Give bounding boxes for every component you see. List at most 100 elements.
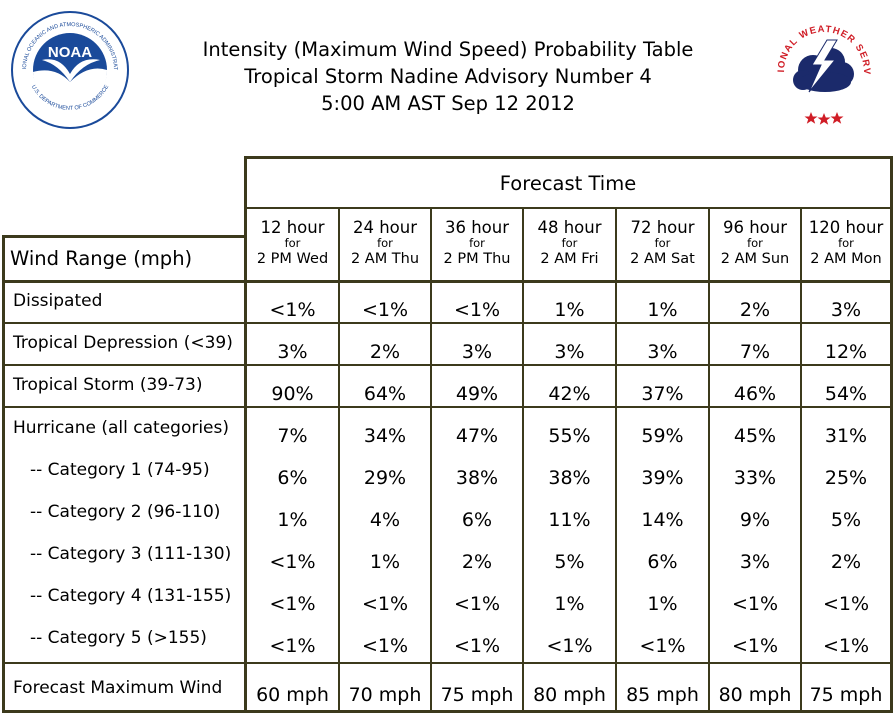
max-wind-cell: 85 mph <box>626 684 699 706</box>
probability-cell: 2% <box>369 341 401 363</box>
noaa-logo: NOAA NATIONAL OCEANIC AND ATMOSPHERIC AD… <box>10 10 129 129</box>
title-line-2: Tropical Storm Nadine Advisory Number 4 <box>244 65 652 88</box>
max-wind-cell: 75 mph <box>809 684 883 706</box>
title-line-3: 5:00 AM AST Sep 12 2012 <box>321 92 575 115</box>
forecast-column-header: 36 hour for 2 PM Thu <box>432 209 522 280</box>
table-left-border <box>2 235 5 713</box>
probability-cell: 29% <box>363 467 407 489</box>
probability-cell: <1% <box>453 299 501 321</box>
probability-cell: 7% <box>739 341 771 363</box>
column-divider <box>522 207 524 713</box>
probability-cell: 1% <box>554 299 585 321</box>
forecast-for-label: for <box>469 236 485 250</box>
category-row-label: -- Category 2 (96-110) <box>30 502 221 522</box>
column-divider <box>800 207 802 713</box>
forecast-day-label: 2 AM Sat <box>630 251 695 267</box>
probability-cell: <1% <box>269 593 316 615</box>
probability-cell: 1% <box>647 299 678 321</box>
probability-cell: <1% <box>453 593 501 615</box>
probability-cell: <1% <box>639 635 686 657</box>
probability-cell: 3% <box>647 341 678 363</box>
probability-cell: 34% <box>363 425 407 447</box>
probability-cell: 33% <box>733 467 777 489</box>
forecast-for-label: for <box>561 236 578 250</box>
probability-cell: 54% <box>824 383 868 405</box>
max-wind-cell: 80 mph <box>533 684 606 706</box>
title-line-1: Intensity (Maximum Wind Speed) Probabili… <box>202 38 694 61</box>
probability-cell: <1% <box>269 299 316 321</box>
column-divider <box>338 207 340 713</box>
probability-cell: 12% <box>824 341 868 363</box>
forecast-day-label: 2 AM Mon <box>810 251 882 267</box>
probability-cell: 1% <box>369 551 401 573</box>
forecast-for-label: for <box>377 236 393 250</box>
forecast-day-label: 2 AM Thu <box>350 251 420 267</box>
probability-cell: <1% <box>361 635 409 657</box>
probability-cell: 3% <box>461 341 493 363</box>
probability-cell: <1% <box>361 593 409 615</box>
forecast-hours-label: 48 hour <box>537 218 602 237</box>
forecast-column-header: 120 hour for 2 AM Mon <box>802 209 890 280</box>
forecast-day-label: 2 AM Sun <box>720 251 790 267</box>
probability-cell: <1% <box>822 635 870 657</box>
probability-cell: 38% <box>548 467 591 489</box>
probability-cell: 1% <box>277 509 308 531</box>
probability-cell: 55% <box>548 425 591 447</box>
forecast-hours-label: 96 hour <box>722 218 788 237</box>
category-row-label: -- Category 3 (111-130) <box>30 544 232 564</box>
forecast-hours-label: 12 hour <box>260 218 325 237</box>
forecast-column-header: 72 hour for 2 AM Sat <box>617 209 708 280</box>
row-label: Tropical Depression (<39) <box>13 333 233 353</box>
probability-cell: 7% <box>277 425 308 447</box>
row-label: Dissipated <box>13 291 103 311</box>
probability-cell: 64% <box>363 383 407 405</box>
star-icons <box>804 112 844 125</box>
probability-cell: <1% <box>731 635 779 657</box>
probability-cell: 59% <box>641 425 684 447</box>
max-wind-cell: 60 mph <box>256 684 329 706</box>
column-divider <box>430 207 432 713</box>
probability-cell: 5% <box>830 509 862 531</box>
noaa-logo-text: NOAA <box>48 44 92 61</box>
forecast-hours-label: 72 hour <box>630 218 695 237</box>
probability-cell: <1% <box>269 635 316 657</box>
row-label: Hurricane (all categories) <box>13 418 230 438</box>
category-row-label: -- Category 1 (74-95) <box>30 460 210 480</box>
forecast-column-header: 12 hour for 2 PM Wed <box>247 209 338 280</box>
probability-cell: 2% <box>461 551 493 573</box>
probability-cell: 6% <box>461 509 493 531</box>
probability-cell: <1% <box>546 635 593 657</box>
nws-logo: NATIONAL WEATHER SERVICE <box>763 10 871 125</box>
probability-cell: <1% <box>269 551 316 573</box>
probability-cell: 11% <box>548 509 591 531</box>
probability-cell: 39% <box>641 467 684 489</box>
data-area-left-border <box>244 156 247 713</box>
forecast-column-header: 96 hour for 2 AM Sun <box>710 209 800 280</box>
row-divider <box>2 364 893 366</box>
probability-cell: 25% <box>824 467 868 489</box>
forecast-hours-label: 36 hour <box>444 218 510 237</box>
probability-cell: 4% <box>369 509 401 531</box>
probability-cell: <1% <box>453 635 501 657</box>
table-right-border <box>890 156 893 713</box>
probability-cell: 3% <box>739 551 771 573</box>
probability-cell: 90% <box>271 383 314 405</box>
forecast-for-label: for <box>747 236 763 250</box>
probability-cell: 42% <box>548 383 591 405</box>
forecast-box-top-border <box>244 156 893 159</box>
probability-cell: 37% <box>641 383 684 405</box>
probability-cell: <1% <box>731 593 779 615</box>
probability-cell: 1% <box>647 593 678 615</box>
probability-cell: 31% <box>824 425 868 447</box>
table-bottom-border <box>2 710 893 713</box>
forecast-day-label: 2 PM Thu <box>443 251 511 267</box>
forecast-hours-label: 120 hour <box>808 218 884 237</box>
probability-cell: 2% <box>830 551 862 573</box>
row-divider <box>2 406 893 408</box>
table-title: Intensity (Maximum Wind Speed) Probabili… <box>150 36 746 117</box>
category-row-label: -- Category 4 (131-155) <box>30 586 232 606</box>
lightning-icon <box>808 39 838 93</box>
forecast-for-label: for <box>284 236 301 250</box>
probability-cell: 2% <box>739 299 771 321</box>
